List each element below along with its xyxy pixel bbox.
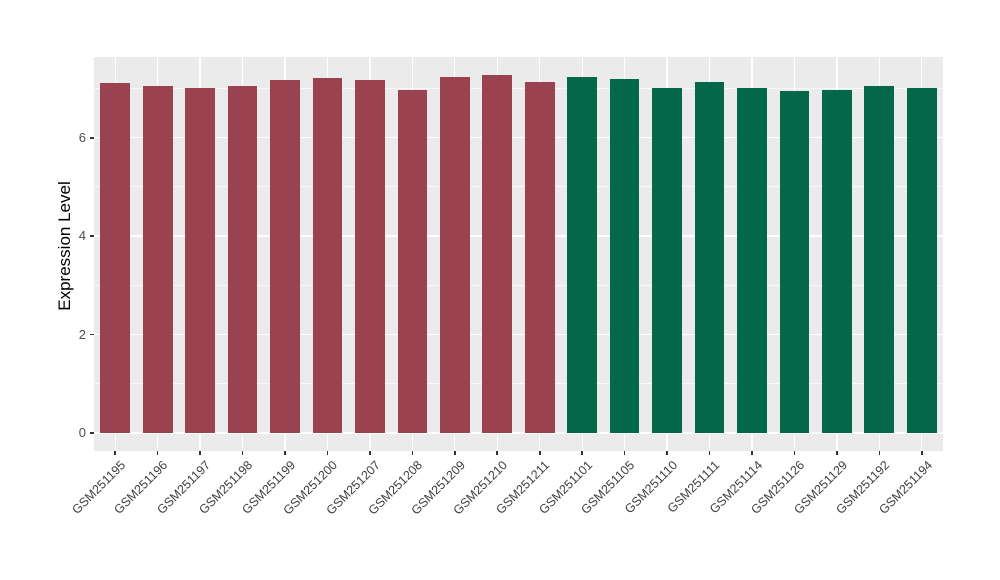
bar-GSM251199 xyxy=(270,79,300,433)
bar-GSM251111 xyxy=(694,81,725,433)
gridline-minor-y7 xyxy=(94,88,943,89)
gridline-minor-y3 xyxy=(94,284,943,286)
y-tick-label-6: 6 xyxy=(78,129,86,145)
x-axis-tick-GSM251129 xyxy=(836,451,838,455)
y-tick-label-4: 4 xyxy=(78,228,86,244)
x-axis-tick-GSM251200 xyxy=(326,451,329,455)
x-axis-tick-GSM251192 xyxy=(878,451,881,455)
y-tick-label-0: 0 xyxy=(78,425,86,440)
bar-GSM251200 xyxy=(312,77,343,433)
bar-GSM251110 xyxy=(652,87,682,433)
x-axis-tick-GSM251196 xyxy=(156,451,159,455)
bar-GSM251129 xyxy=(822,89,852,433)
x-axis-tick-GSM251114 xyxy=(751,451,753,455)
x-axis-tick-GSM251111 xyxy=(708,451,711,455)
x-axis-tick-GSM251194 xyxy=(920,451,923,455)
x-axis-tick-GSM251209 xyxy=(454,451,456,455)
y-axis-tick-2 xyxy=(90,333,94,336)
y-axis-title: Expression Level xyxy=(55,181,74,311)
y-axis-tick-4 xyxy=(90,235,94,237)
y-tick-label-2: 2 xyxy=(78,326,86,342)
bar-GSM251209 xyxy=(439,76,470,433)
gridline-major-y6 xyxy=(94,136,943,139)
y-axis-tick-6 xyxy=(90,136,94,139)
x-axis-tick-GSM251197 xyxy=(199,451,201,455)
x-axis-tick-GSM251208 xyxy=(411,451,414,455)
bar-GSM251194 xyxy=(906,88,937,433)
bar-GSM251208 xyxy=(397,90,428,433)
bar-GSM251198 xyxy=(227,85,258,433)
x-axis-tick-GSM251110 xyxy=(666,451,668,455)
bar-GSM251207 xyxy=(355,79,385,433)
x-axis-tick-GSM251199 xyxy=(284,451,286,455)
gridline-minor-y1 xyxy=(94,383,943,385)
x-axis-tick-GSM251101 xyxy=(581,451,583,455)
x-axis-tick-GSM251210 xyxy=(496,451,499,455)
bar-GSM251126 xyxy=(779,91,810,433)
bar-GSM251210 xyxy=(482,74,513,433)
bar-GSM251192 xyxy=(864,86,895,433)
x-axis-tick-GSM251105 xyxy=(623,451,626,455)
bar-GSM251211 xyxy=(524,82,555,433)
bar-GSM251101 xyxy=(567,76,598,433)
x-axis-tick-GSM251198 xyxy=(241,451,244,455)
x-axis-tick-GSM251126 xyxy=(793,451,796,455)
bar-GSM251195 xyxy=(100,83,131,433)
x-axis-tick-GSM251195 xyxy=(114,451,117,455)
x-axis-tick-GSM251207 xyxy=(369,451,371,455)
bar-GSM251196 xyxy=(142,85,173,433)
bar-GSM251197 xyxy=(185,88,215,433)
y-axis-tick-0 xyxy=(90,432,94,434)
gridline-major-y4 xyxy=(94,235,943,237)
gridline-minor-y5 xyxy=(94,186,943,188)
plot-panel xyxy=(94,57,943,451)
bar-GSM251105 xyxy=(609,78,640,433)
gridline-major-y0 xyxy=(94,432,943,434)
x-axis-tick-GSM251211 xyxy=(538,451,541,455)
bar-GSM251114 xyxy=(737,88,767,433)
gridline-major-y2 xyxy=(94,333,943,336)
